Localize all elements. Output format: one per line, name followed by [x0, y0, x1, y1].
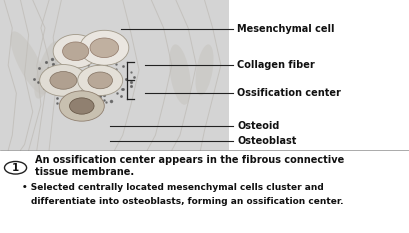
Circle shape: [4, 161, 27, 174]
Ellipse shape: [40, 65, 87, 96]
Ellipse shape: [90, 38, 119, 58]
Ellipse shape: [169, 44, 191, 105]
Text: Osteoblast: Osteoblast: [237, 136, 297, 146]
Text: Mesenchymal cell: Mesenchymal cell: [237, 24, 335, 34]
Text: Ossification center: Ossification center: [237, 88, 341, 98]
Text: An ossification center appears in the fibrous connective
tissue membrane.: An ossification center appears in the fi…: [35, 155, 344, 177]
Text: Osteoid: Osteoid: [237, 121, 280, 131]
Text: Collagen fiber: Collagen fiber: [237, 60, 315, 70]
Ellipse shape: [88, 72, 112, 89]
Ellipse shape: [34, 41, 60, 99]
Text: 1: 1: [12, 163, 19, 173]
Ellipse shape: [78, 65, 123, 96]
Ellipse shape: [70, 98, 94, 114]
Ellipse shape: [80, 30, 129, 65]
Text: differentiate into osteoblasts, forming an ossification center.: differentiate into osteoblasts, forming …: [31, 197, 343, 206]
Ellipse shape: [10, 31, 47, 94]
Ellipse shape: [59, 91, 104, 121]
Ellipse shape: [63, 42, 89, 61]
Ellipse shape: [196, 44, 213, 96]
Text: • Selected centrally located mesenchymal cells cluster and: • Selected centrally located mesenchymal…: [22, 183, 324, 192]
Ellipse shape: [50, 72, 77, 89]
FancyBboxPatch shape: [0, 0, 229, 150]
Ellipse shape: [53, 34, 98, 68]
